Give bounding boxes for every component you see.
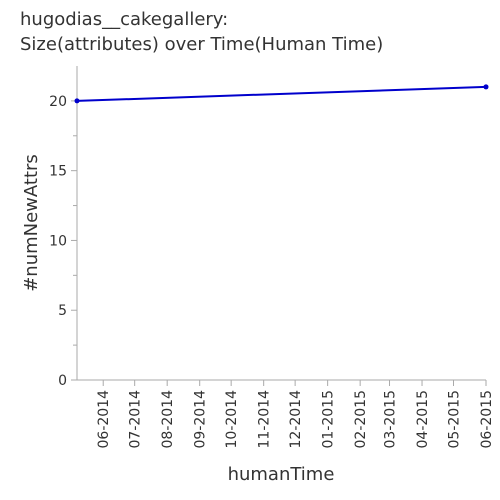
y-tick-label: 5 bbox=[58, 303, 67, 319]
x-tick-label: 01-2015 bbox=[321, 390, 337, 449]
x-tick-label: 05-2015 bbox=[446, 390, 462, 449]
chart-title-line-1: hugodias__cakegallery: bbox=[20, 9, 228, 30]
data-point bbox=[483, 84, 489, 90]
x-tick-label: 06-2015 bbox=[479, 390, 495, 449]
x-tick-label: 04-2015 bbox=[415, 390, 431, 449]
y-tick-label: 20 bbox=[49, 94, 67, 110]
x-tick-label: 09-2014 bbox=[193, 390, 209, 449]
chart-title-line-2: Size(attributes) over Time(Human Time) bbox=[20, 34, 383, 55]
series-line bbox=[76, 85, 487, 102]
x-tick-label: 10-2014 bbox=[224, 390, 240, 449]
x-tick-label: 02-2015 bbox=[353, 390, 369, 449]
y-tick-label: 0 bbox=[58, 373, 67, 389]
x-tick-label: 08-2014 bbox=[160, 390, 176, 449]
x-axis-label: humanTime bbox=[228, 464, 335, 485]
y-tick-label: 10 bbox=[49, 233, 67, 249]
x-tick-label: 07-2014 bbox=[128, 390, 144, 449]
x-tick-label: 12-2014 bbox=[288, 390, 304, 449]
data-point bbox=[74, 98, 80, 104]
x-tick-label: 06-2014 bbox=[96, 390, 112, 449]
x-tick-label: 11-2014 bbox=[257, 390, 273, 449]
y-axis-label: #numNewAttrs bbox=[21, 154, 42, 292]
x-tick-label: 03-2015 bbox=[383, 390, 399, 449]
y-tick-label: 15 bbox=[49, 164, 67, 180]
